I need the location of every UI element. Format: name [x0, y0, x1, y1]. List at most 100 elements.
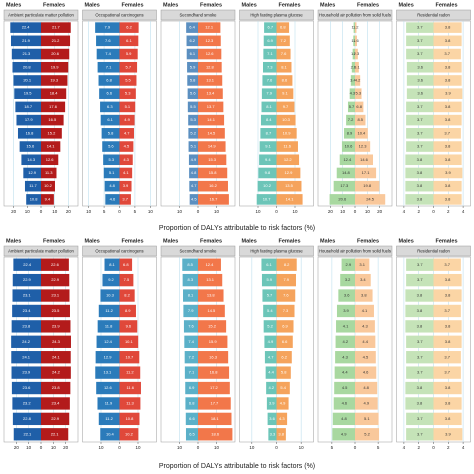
bar — [26, 194, 41, 205]
value-label: 23.8 — [52, 385, 61, 390]
value-label: 6.6 — [189, 416, 195, 421]
bar — [263, 35, 277, 47]
bar — [355, 194, 386, 205]
value-label: 3.8 — [445, 64, 451, 69]
x-axis-label: Proportion of DALYs attributable to risk… — [159, 225, 315, 232]
value-label: 5.4 — [267, 308, 273, 313]
value-label: 7.2 — [280, 38, 286, 43]
bar — [276, 304, 295, 318]
bar — [198, 167, 228, 179]
panel-strip — [239, 9, 314, 21]
value-label: 8.1 — [109, 262, 115, 267]
bar — [188, 154, 198, 166]
bar — [406, 335, 434, 348]
bar — [433, 167, 463, 179]
bar — [433, 35, 462, 47]
bar — [262, 61, 277, 73]
bar — [119, 128, 134, 139]
value-label: 15.8 — [209, 170, 218, 175]
value-label: 21.3 — [23, 51, 32, 56]
bar — [332, 412, 355, 426]
value-label: 6.1 — [126, 38, 132, 43]
value-label: 20.6 — [51, 51, 60, 56]
bar — [41, 289, 70, 302]
bar — [100, 289, 120, 302]
legend-label: Males — [6, 2, 21, 8]
bar — [198, 320, 227, 333]
bar — [119, 48, 138, 60]
panel-strip — [160, 9, 236, 21]
bar — [276, 381, 290, 395]
value-label: 9.1 — [282, 91, 288, 96]
value-label: 7.6 — [281, 51, 287, 56]
bar — [353, 35, 355, 47]
value-label: 8.4 — [266, 117, 272, 122]
value-label: 16.2 — [209, 183, 218, 188]
value-label: 16.8 — [26, 130, 35, 135]
value-label: 1.1 — [352, 25, 358, 30]
value-label: 3.8 — [445, 104, 451, 109]
bar — [102, 273, 120, 287]
bar — [433, 428, 463, 441]
legend-label: Females — [122, 238, 144, 244]
panel-title: Occupational carcinogens — [95, 13, 143, 18]
bar — [355, 397, 378, 410]
value-label: 16.3 — [209, 354, 218, 359]
bar — [184, 335, 198, 348]
bar — [276, 101, 295, 113]
x-tick-label: 10 — [177, 209, 183, 214]
value-label: 24.1 — [22, 354, 31, 359]
value-label: 5.2 — [364, 431, 370, 436]
bar — [405, 194, 434, 205]
bar — [186, 22, 198, 33]
value-label: 6.9 — [189, 385, 195, 390]
bar — [276, 22, 290, 33]
bar — [101, 128, 120, 139]
value-label: 3.8 — [445, 183, 451, 188]
panel-title: Secondhand smoke — [179, 249, 217, 254]
bar — [198, 412, 232, 426]
bar — [433, 304, 461, 318]
value-label: 22.4 — [22, 25, 31, 30]
value-label: 3.7 — [417, 262, 423, 267]
value-label: 14.5 — [208, 308, 217, 313]
x-tick-label: 4 — [403, 445, 406, 450]
value-label: 19.8 — [363, 183, 372, 188]
bar — [103, 154, 120, 166]
x-tick-label: 10 — [86, 209, 92, 214]
bar — [433, 128, 461, 139]
value-label: 2.9 — [346, 262, 352, 267]
value-label: 22.6 — [51, 262, 60, 267]
value-label: 10.2 — [125, 431, 134, 436]
x-tick-label: 0 — [197, 445, 200, 450]
x-tick-label: 10 — [25, 209, 31, 214]
legend-label: Males — [163, 238, 178, 244]
bar — [276, 167, 301, 179]
bar — [41, 412, 70, 426]
value-label: 13.1 — [103, 370, 112, 375]
value-label: 9.7 — [283, 104, 289, 109]
bar — [187, 101, 198, 113]
x-tick-label: 10 — [214, 209, 220, 214]
bar — [333, 397, 355, 410]
bar — [11, 335, 41, 348]
value-label: 4.5 — [124, 144, 130, 149]
bar — [41, 101, 66, 113]
value-label: 7.1 — [267, 51, 273, 56]
value-label: 8.5 — [357, 117, 363, 122]
value-label: 3.8 — [445, 339, 451, 344]
bar — [355, 366, 377, 379]
bar — [41, 366, 71, 379]
value-label: 3.8 — [445, 401, 451, 406]
bar — [98, 75, 120, 86]
bar — [355, 273, 371, 287]
x-tick-label: 0 — [118, 209, 121, 214]
bar — [13, 258, 41, 271]
bar — [100, 101, 120, 113]
legend-label: Males — [242, 238, 257, 244]
value-label: 9.2 — [108, 277, 114, 282]
bar — [355, 88, 362, 99]
value-label: 3.7 — [122, 196, 128, 201]
value-label: 3.8 — [417, 323, 423, 328]
